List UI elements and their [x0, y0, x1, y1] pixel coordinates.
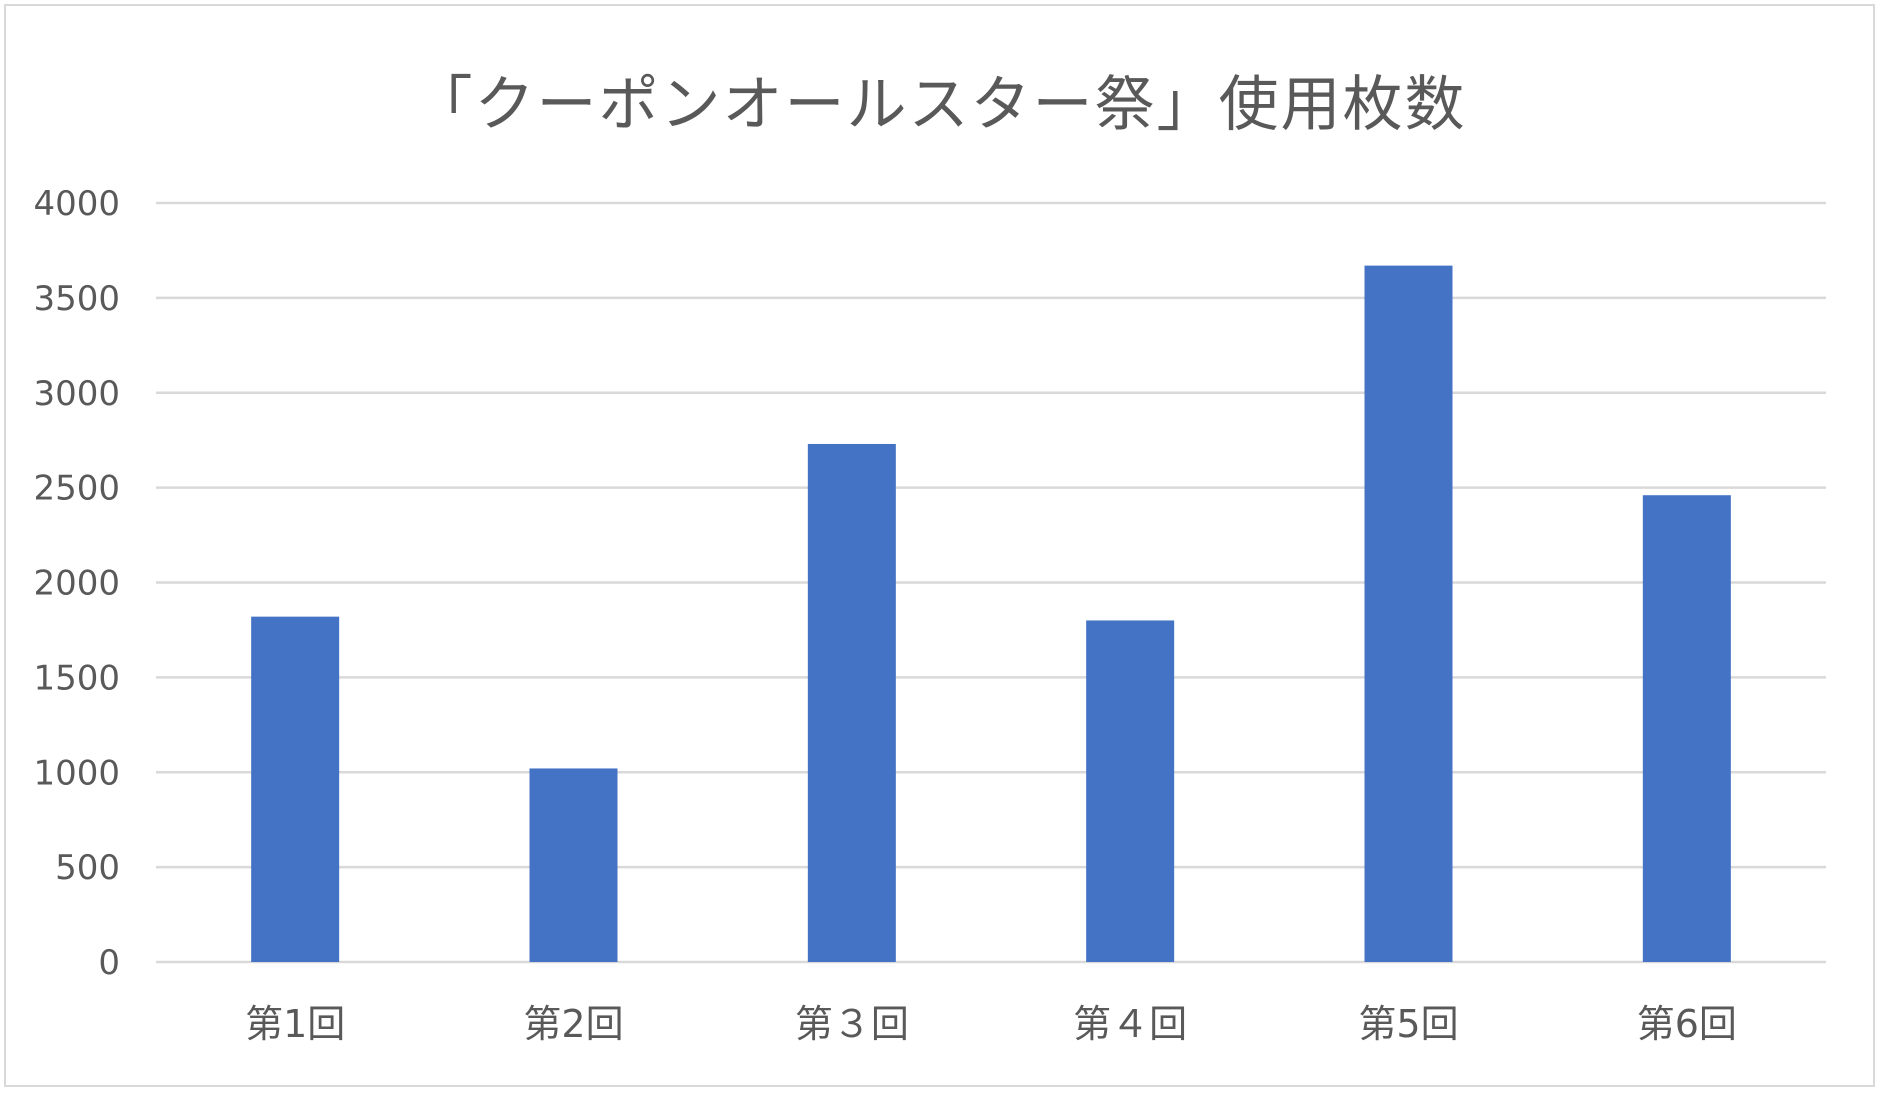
y-tick-label: 1500: [33, 658, 120, 698]
y-tick-label: 3500: [33, 279, 120, 319]
y-tick-label: 0: [98, 943, 120, 983]
y-tick-label: 2000: [33, 564, 120, 604]
x-category-label: 第３回: [795, 1002, 909, 1046]
chart-title: 「クーポンオールスター祭」使用枚数: [412, 70, 1467, 140]
x-axis-category-labels: 第1回 第2回 第３回 第４回 第5回 第6回: [245, 1002, 1737, 1046]
y-tick-label: 3000: [33, 374, 120, 414]
y-axis-tick-labels: 0 500 1000 1500 2000 2500 3000 3500 4000: [33, 184, 120, 983]
y-tick-label: 4000: [33, 184, 120, 224]
gridlines: [156, 201, 1826, 964]
x-category-label: 第４回: [1073, 1002, 1187, 1046]
bar: [807, 443, 896, 962]
x-category-label: 第2回: [523, 1002, 623, 1046]
bar: [1364, 265, 1453, 962]
y-tick-label: 1000: [33, 753, 120, 793]
bar: [251, 616, 340, 962]
x-category-label: 第1回: [245, 1002, 345, 1046]
bar: [1086, 620, 1175, 962]
y-tick-label: 500: [55, 848, 120, 888]
x-category-label: 第5回: [1358, 1002, 1458, 1046]
bar: [1642, 495, 1731, 962]
bars: [251, 265, 1731, 962]
bar: [529, 768, 618, 962]
x-category-label: 第6回: [1637, 1002, 1737, 1046]
y-tick-label: 2500: [33, 469, 120, 509]
